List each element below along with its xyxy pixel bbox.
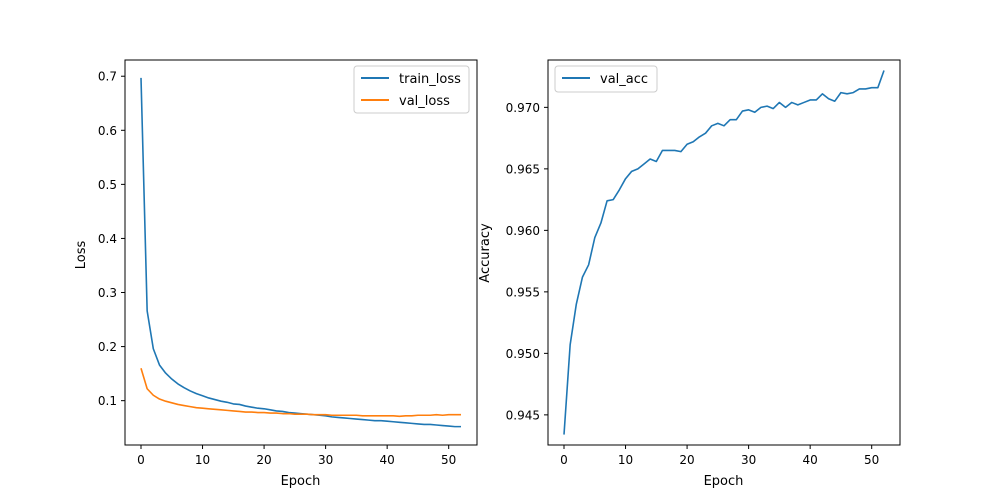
accuracy-x-tick-label: 50 — [864, 453, 879, 467]
loss-x-tick-label: 30 — [318, 453, 333, 467]
loss-y-tick-label: 0.6 — [98, 124, 117, 138]
series-line-val-acc — [563, 70, 885, 435]
loss-x-axis-label: Epoch — [281, 474, 321, 489]
loss-x-tick-label: 20 — [256, 453, 271, 467]
accuracy-y-tick-label: 0.955 — [506, 285, 540, 299]
accuracy-x-tick-label: 30 — [741, 453, 756, 467]
loss-chart: 0 10 20 30 40 50 0.1 0.2 0.3 0.4 0.5 0.6 0.7 Epoch L… — [74, 59, 478, 489]
accuracy-axes: 0 10 20 30 40 50 0.945 0.950 0.955 0.960 0.965 0.97… — [506, 59, 901, 467]
accuracy-y-tick-label: 0.970 — [506, 101, 540, 115]
accuracy-x-tick-label: 0 — [560, 453, 568, 467]
accuracy-y-tick-label: 0.965 — [506, 162, 540, 176]
loss-y-tick-label: 0.4 — [98, 232, 117, 246]
accuracy-legend: val_acc — [554, 65, 658, 93]
loss-x-tick-label: 0 — [137, 453, 145, 467]
loss-x-tick-label: 10 — [195, 453, 210, 467]
loss-y-tick-label: 0.5 — [98, 178, 117, 192]
loss-y-tick-label: 0.3 — [98, 286, 117, 300]
series-line-val-loss — [140, 367, 461, 418]
accuracy-x-tick-label: 20 — [679, 453, 694, 467]
accuracy-x-tick-label: 10 — [618, 453, 633, 467]
accuracy-y-axis-label: Accuracy — [478, 223, 493, 283]
loss-axes: 0 10 20 30 40 50 0.1 0.2 0.3 0.4 0.5 0.6 0.7 — [98, 59, 478, 467]
legend-label-val-loss: val_loss — [399, 94, 450, 109]
accuracy-legend-box — [554, 65, 658, 93]
loss-x-tick-label: 50 — [441, 453, 456, 467]
loss-y-tick-label: 0.2 — [98, 340, 117, 354]
loss-x-tick-label: 40 — [380, 453, 395, 467]
legend-label-train-loss: train_loss — [399, 72, 461, 87]
legend-label-val-acc: val_acc — [600, 72, 648, 87]
accuracy-x-axis-label: Epoch — [704, 474, 744, 489]
loss-y-axis-label: Loss — [74, 241, 89, 270]
loss-y-tick-label: 0.1 — [98, 394, 117, 408]
loss-y-tick-label: 0.7 — [98, 70, 117, 84]
loss-plot-frame — [124, 59, 478, 446]
accuracy-y-tick-label: 0.960 — [506, 224, 540, 238]
accuracy-y-tick-label: 0.950 — [506, 347, 540, 361]
loss-legend: train_loss val_loss — [353, 65, 470, 114]
accuracy-plot-frame — [547, 59, 901, 446]
accuracy-x-tick-label: 40 — [803, 453, 818, 467]
accuracy-chart: 0 10 20 30 40 50 0.945 0.950 0.955 0.960 0.965 0.97… — [478, 59, 901, 489]
accuracy-y-tick-label: 0.945 — [506, 408, 540, 422]
